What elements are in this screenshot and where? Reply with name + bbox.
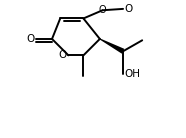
Text: O: O — [59, 50, 67, 60]
Text: O: O — [99, 5, 107, 15]
Polygon shape — [100, 39, 124, 54]
Text: OH: OH — [124, 69, 140, 79]
Text: O: O — [124, 4, 133, 14]
Text: O: O — [26, 34, 34, 44]
